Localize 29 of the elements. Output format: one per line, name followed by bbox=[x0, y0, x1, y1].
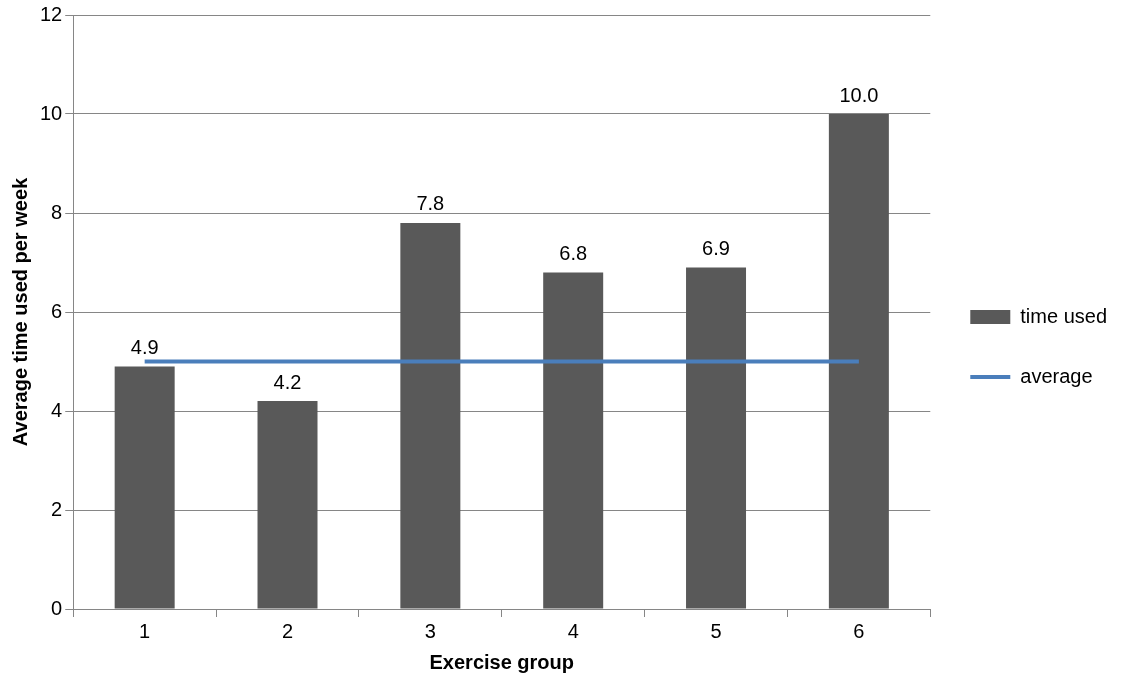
bar bbox=[828, 114, 889, 609]
y-tick-label: 0 bbox=[51, 596, 63, 619]
x-tick-label: 5 bbox=[710, 619, 722, 642]
y-tick-label: 10 bbox=[40, 101, 63, 124]
data-label: 6.8 bbox=[559, 241, 588, 264]
x-axis-title: Exercise group bbox=[429, 650, 575, 673]
x-tick-label: 3 bbox=[424, 619, 436, 642]
bar bbox=[114, 366, 175, 609]
data-label: 7.8 bbox=[416, 192, 445, 215]
data-label: 6.9 bbox=[702, 236, 730, 259]
legend-label: time used bbox=[1020, 304, 1108, 327]
bar bbox=[257, 401, 318, 609]
x-tick-label: 2 bbox=[281, 619, 294, 642]
y-tick-label: 12 bbox=[40, 2, 63, 25]
y-tick-label: 6 bbox=[51, 299, 63, 322]
y-tick-label: 8 bbox=[51, 200, 63, 223]
x-tick-label: 6 bbox=[853, 619, 865, 642]
y-tick-label: 4 bbox=[51, 398, 63, 421]
bar bbox=[543, 272, 604, 609]
data-label: 4.9 bbox=[130, 335, 159, 358]
legend-label: average bbox=[1020, 364, 1093, 387]
bar bbox=[400, 222, 461, 609]
y-tick-label: 2 bbox=[51, 497, 63, 520]
data-label: 10.0 bbox=[839, 83, 879, 106]
bar bbox=[686, 267, 747, 609]
y-axis-title: Average time used per week bbox=[8, 176, 31, 447]
x-tick-label: 4 bbox=[567, 619, 579, 642]
data-label: 4.2 bbox=[273, 370, 302, 393]
x-tick-label: 1 bbox=[139, 619, 151, 642]
